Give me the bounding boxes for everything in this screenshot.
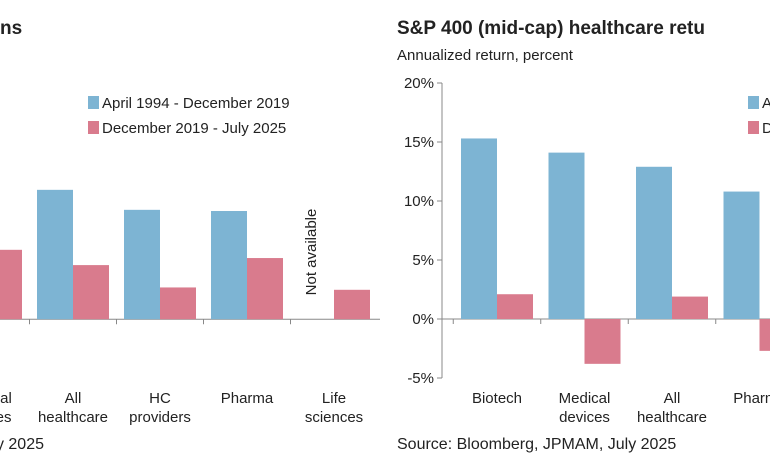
bar <box>461 138 497 319</box>
x-tick-label: devices <box>0 409 11 426</box>
x-tick-label: HC <box>149 390 171 407</box>
x-tick-label: Life <box>322 390 346 407</box>
source: Source: Bloomberg, JPMAM, July 2025 <box>397 436 676 453</box>
bar <box>73 265 109 320</box>
x-tick-label: providers <box>129 409 191 426</box>
bar <box>759 319 770 351</box>
y-tick-label: 15% <box>404 134 434 151</box>
x-tick-label: All <box>664 390 681 407</box>
legend-label: April 1994 - December 2019 <box>102 95 290 112</box>
x-tick-label: Medical <box>0 390 12 407</box>
bar <box>723 191 760 319</box>
chart-subtitle: Annualized return, percent <box>397 47 574 64</box>
x-tick-label: Medical <box>559 390 611 407</box>
y-tick-label: 10% <box>404 193 434 210</box>
x-tick-label: devices <box>559 409 610 426</box>
y-tick-label: 0% <box>412 311 434 328</box>
legend-swatch <box>88 121 99 134</box>
bar <box>211 211 247 320</box>
bar <box>497 294 533 319</box>
legend-label: December 2019 - July 2025 <box>102 120 286 137</box>
bar <box>334 289 370 320</box>
bar <box>160 287 196 320</box>
legend-label: April 1994 - December 2019 <box>762 95 770 112</box>
legend-label: December 2019 - July 2025 <box>762 120 770 137</box>
bar <box>247 258 283 320</box>
bar <box>124 209 160 320</box>
y-tick-label: 20% <box>404 75 434 92</box>
bar <box>636 166 672 319</box>
bar <box>0 249 22 320</box>
bar <box>37 189 73 320</box>
source: Source: Bloomberg, JPMAM, July 2025 <box>0 436 44 453</box>
annotation: Not available <box>303 209 320 296</box>
legend-swatch <box>748 96 759 109</box>
bar <box>548 152 585 319</box>
x-tick-label: sciences <box>305 409 363 426</box>
chart-title: S&P 400 (mid-cap) healthcare retu <box>397 18 705 39</box>
x-tick-label: Pharma <box>221 390 274 407</box>
bar <box>672 296 708 319</box>
bar <box>584 319 621 364</box>
legend-swatch <box>88 96 99 109</box>
legend-swatch <box>748 121 759 134</box>
x-tick-label: All <box>65 390 82 407</box>
x-tick-label: Biotech <box>472 390 522 407</box>
chart-title: ns <box>0 18 22 39</box>
x-tick-label: healthcare <box>637 409 707 426</box>
x-tick-label: Pharma <box>733 390 770 407</box>
y-tick-label: 5% <box>412 252 434 269</box>
y-tick-label: -5% <box>407 370 434 387</box>
x-tick-label: healthcare <box>38 409 108 426</box>
